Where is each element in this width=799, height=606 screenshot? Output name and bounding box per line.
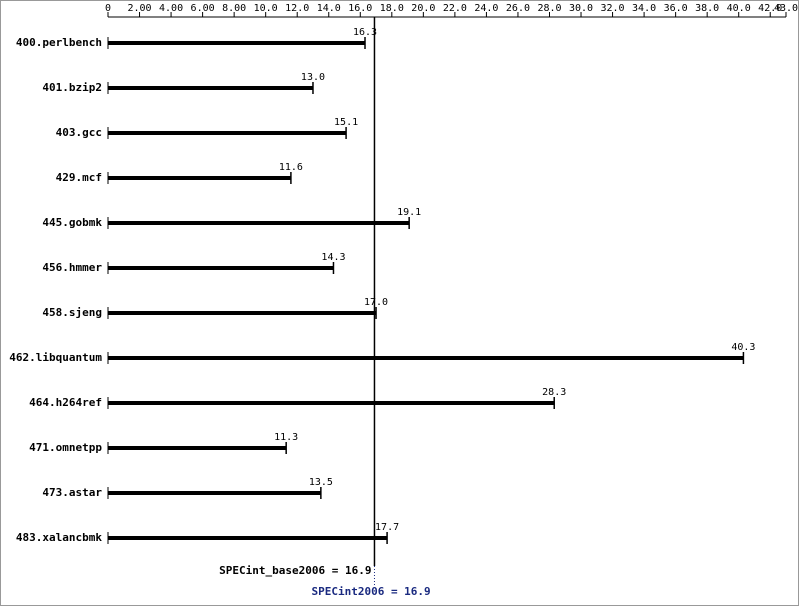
bar [108, 356, 744, 360]
category-label: 403.gcc [56, 126, 102, 139]
value-label: 17.7 [375, 522, 399, 533]
x-tick-label: 2.00 [127, 3, 151, 14]
x-tick-label: 0 [105, 3, 111, 14]
category-label: 429.mcf [56, 171, 102, 184]
x-tick-label: 16.0 [348, 3, 372, 14]
value-label: 11.6 [279, 162, 303, 173]
value-label: 17.0 [364, 297, 388, 308]
category-label: 458.sjeng [42, 306, 102, 319]
x-tick-label: 4.00 [159, 3, 183, 14]
bar [108, 536, 388, 540]
x-tick-label: 42.0 [758, 3, 782, 14]
x-tick-label: 34.0 [632, 3, 656, 14]
x-tick-label: 18.0 [380, 3, 404, 14]
reference-label: SPECint2006 = 16.9 [311, 585, 430, 598]
value-label: 11.3 [274, 432, 298, 443]
category-label: 473.astar [42, 486, 102, 499]
category-label: 445.gobmk [42, 216, 102, 229]
bar [108, 86, 313, 90]
x-tick-label: 40.0 [727, 3, 751, 14]
x-tick-label: 28.0 [537, 3, 561, 14]
x-tick-label: 6.00 [191, 3, 215, 14]
category-label: 483.xalancbmk [16, 531, 102, 544]
bar [108, 446, 287, 450]
reference-label: SPECint_base2006 = 16.9 [219, 564, 371, 577]
bar [108, 311, 377, 315]
value-label: 13.0 [301, 72, 325, 83]
x-tick-label: 43.0 [774, 3, 798, 14]
x-tick-label: 14.0 [317, 3, 341, 14]
bar [108, 491, 321, 495]
value-label: 15.1 [334, 117, 358, 128]
category-label: 471.omnetpp [29, 441, 102, 454]
category-label: 464.h264ref [29, 396, 102, 409]
x-tick-label: 38.0 [695, 3, 719, 14]
bar [108, 41, 366, 45]
category-label: 462.libquantum [9, 351, 102, 364]
x-tick-label: 32.0 [601, 3, 625, 14]
x-tick-label: 10.0 [254, 3, 278, 14]
value-label: 13.5 [309, 477, 333, 488]
bar [108, 176, 291, 180]
x-tick-label: 12.0 [285, 3, 309, 14]
bar [108, 266, 334, 270]
x-tick-label: 24.0 [474, 3, 498, 14]
category-label: 400.perlbench [16, 36, 102, 49]
category-label: 401.bzip2 [42, 81, 102, 94]
x-tick-label: 8.00 [222, 3, 246, 14]
bar [108, 221, 410, 225]
x-tick-label: 20.0 [411, 3, 435, 14]
value-label: 19.1 [397, 207, 421, 218]
value-label: 28.3 [542, 387, 566, 398]
value-label: 16.3 [353, 27, 377, 38]
x-tick-label: 26.0 [506, 3, 530, 14]
x-tick-label: 30.0 [569, 3, 593, 14]
category-label: 456.hmmer [42, 261, 102, 274]
value-label: 14.3 [321, 252, 345, 263]
x-tick-label: 22.0 [443, 3, 467, 14]
value-label: 40.3 [731, 342, 755, 353]
bar [108, 401, 555, 405]
bar [108, 131, 347, 135]
x-tick-label: 36.0 [664, 3, 688, 14]
